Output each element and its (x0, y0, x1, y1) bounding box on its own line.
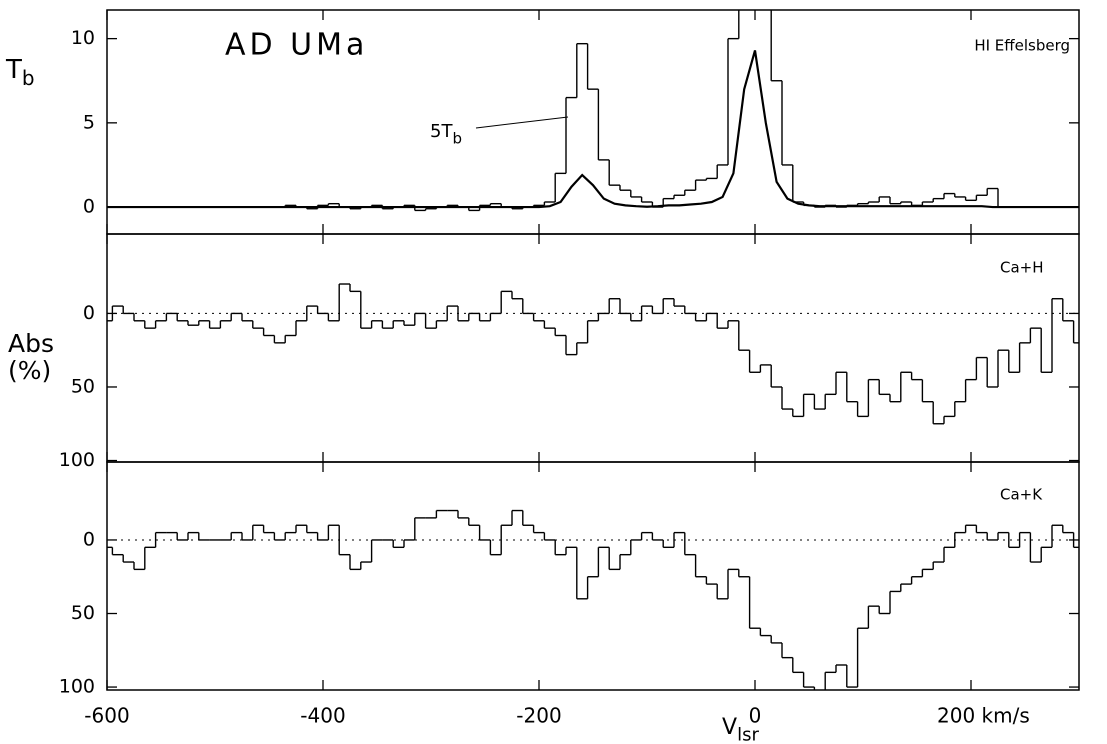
annotation: HI Effelsberg (974, 37, 1070, 55)
y-tick-label: 0 (83, 528, 95, 550)
pointer (475, 116, 569, 129)
x-tick-label: -600 (84, 704, 129, 728)
plot-area (107, 283, 1079, 425)
annotation: Ca+K (1000, 486, 1043, 504)
chart-title: AD UMa (225, 28, 368, 63)
y-tick-label: 5 (83, 111, 95, 133)
x-axis-label-main: V (722, 715, 737, 740)
plot-area (107, 10, 1079, 212)
y-tick-label: 0 (83, 302, 95, 324)
y-tick-label: 50 (71, 375, 95, 397)
y-axis-label-main: T (5, 55, 22, 85)
line (107, 50, 1079, 209)
y-tick-label: 100 (59, 676, 95, 698)
y-axis-label: Abs (8, 329, 54, 358)
pointer-label-main: 5T (430, 121, 453, 142)
x-axis-label-sub: lsr (737, 725, 759, 744)
plot-area (107, 509, 1079, 690)
x-tick-label: 0 (749, 704, 762, 728)
x-tick-label: -200 (516, 704, 561, 728)
panel-frame (106, 233, 1080, 463)
x-tick-label: 200 km/s (937, 704, 1030, 728)
y-tick-label: 10 (71, 27, 95, 49)
panel-frame (106, 461, 1080, 691)
x-tick-label: -400 (300, 704, 345, 728)
y-tick-label: 100 (59, 449, 95, 471)
y-tick-label: 50 (71, 602, 95, 624)
x-axis-label: Vlsr (722, 715, 759, 744)
y-axis-label-sub: b (22, 66, 35, 90)
y-axis-label: Tb (5, 55, 35, 90)
pointer-label-sub: b (452, 129, 462, 147)
annotation: Ca+H (1000, 259, 1044, 277)
y-axis-label: (%) (8, 356, 51, 385)
y-tick-label: 0 (83, 196, 95, 218)
pointer-label: 5Tb (430, 121, 462, 147)
